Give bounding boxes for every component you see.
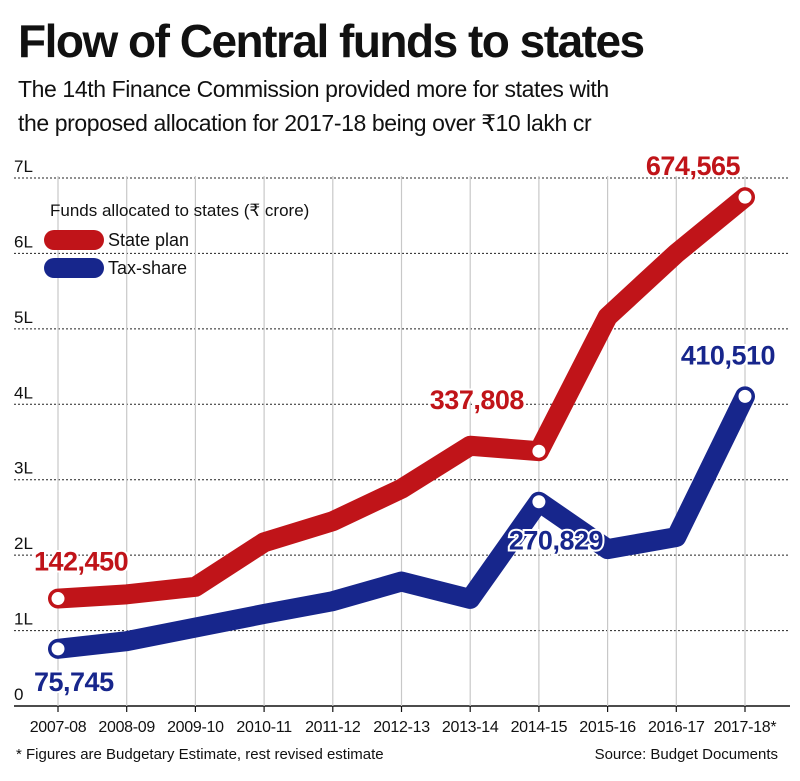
data-label: 142,450 — [34, 547, 128, 577]
x-axis-ticks: 2007-08 2008-09 2009-10 2010-11 2011-12 2012-… — [30, 706, 777, 736]
source-note: Source: Budget Documents — [594, 746, 778, 763]
y-tick-label: 6L — [14, 232, 33, 251]
chart-subtitle-line2: the proposed allocation for 2017-18 bein… — [18, 110, 592, 136]
x-tick-label: 2011-12 — [305, 719, 361, 736]
x-tick-label: 2008-09 — [98, 719, 155, 736]
x-tick-label: 2009-10 — [167, 719, 224, 736]
chart-subtitle-line1: The 14th Finance Commission provided mor… — [18, 76, 609, 102]
y-axis-ticks: 0 1L 2L 3L 4L 5L 6L 7L — [14, 157, 33, 704]
legend-label: Tax-share — [108, 258, 187, 278]
y-tick-label: 1L — [14, 610, 33, 629]
y-tick-label: 5L — [14, 308, 33, 327]
legend: Funds allocated to states (₹ crore) State… — [44, 201, 309, 278]
data-labels: 142,450 337,808 674,565 75,745 270,829 410,51… — [32, 149, 778, 699]
legend-label: State plan — [108, 230, 189, 250]
data-label: 270,829 — [509, 526, 604, 556]
y-tick-label: 4L — [14, 383, 33, 402]
legend-title: Funds allocated to states (₹ crore) — [50, 201, 309, 220]
data-point-marker — [48, 639, 68, 659]
y-tick-label: 2L — [14, 534, 33, 553]
x-tick-label: 2014-15 — [511, 719, 568, 736]
data-point-marker — [529, 492, 549, 512]
data-point-marker — [529, 441, 549, 461]
x-tick-label: 2010-11 — [236, 719, 292, 736]
data-label: 410,510 — [681, 340, 775, 370]
data-label: 75,745 — [34, 667, 114, 697]
y-tick-label: 3L — [14, 459, 33, 478]
y-tick-label: 0 — [14, 685, 23, 704]
data-label: 337,808 — [430, 385, 525, 415]
data-point-marker — [735, 386, 755, 406]
x-tick-label: 2017-18* — [714, 719, 777, 736]
data-point-marker — [48, 589, 68, 609]
x-tick-label: 2013-14 — [442, 719, 499, 736]
series-line — [48, 187, 755, 609]
x-tick-label: 2016-17 — [648, 719, 705, 736]
x-tick-label: 2012-13 — [373, 719, 430, 736]
data-point-marker — [735, 187, 755, 207]
x-tick-label: 2015-16 — [579, 719, 636, 736]
x-tick-label: 2007-08 — [30, 719, 87, 736]
series — [48, 187, 755, 659]
footnote: * Figures are Budgetary Estimate, rest r… — [16, 746, 384, 763]
y-tick-label: 7L — [14, 157, 33, 176]
chart-title: Flow of Central funds to states — [18, 15, 645, 67]
series-line — [48, 386, 755, 659]
data-label: 674,565 — [646, 151, 741, 181]
